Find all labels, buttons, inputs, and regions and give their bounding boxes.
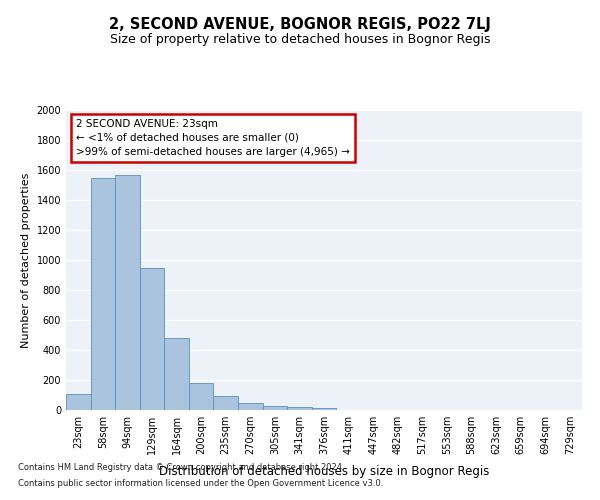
Bar [91,178,115,410]
X-axis label: Distribution of detached houses by size in Bognor Regis: Distribution of detached houses by size … [159,466,489,478]
Text: Size of property relative to detached houses in Bognor Regis: Size of property relative to detached ho… [110,32,490,46]
Text: Contains HM Land Registry data © Crown copyright and database right 2024.: Contains HM Land Registry data © Crown c… [18,464,344,472]
Bar [66,394,91,410]
Bar [214,396,238,410]
Y-axis label: Number of detached properties: Number of detached properties [21,172,31,348]
Bar [287,407,312,410]
Bar [238,403,263,410]
Bar [263,406,287,410]
Text: 2, SECOND AVENUE, BOGNOR REGIS, PO22 7LJ: 2, SECOND AVENUE, BOGNOR REGIS, PO22 7LJ [109,18,491,32]
Bar [140,268,164,410]
Bar [312,408,336,410]
Bar [164,338,189,410]
Bar [115,174,140,410]
Bar [189,383,214,410]
Text: Contains public sector information licensed under the Open Government Licence v3: Contains public sector information licen… [18,478,383,488]
Text: 2 SECOND AVENUE: 23sqm
← <1% of detached houses are smaller (0)
>99% of semi-det: 2 SECOND AVENUE: 23sqm ← <1% of detached… [76,119,350,157]
